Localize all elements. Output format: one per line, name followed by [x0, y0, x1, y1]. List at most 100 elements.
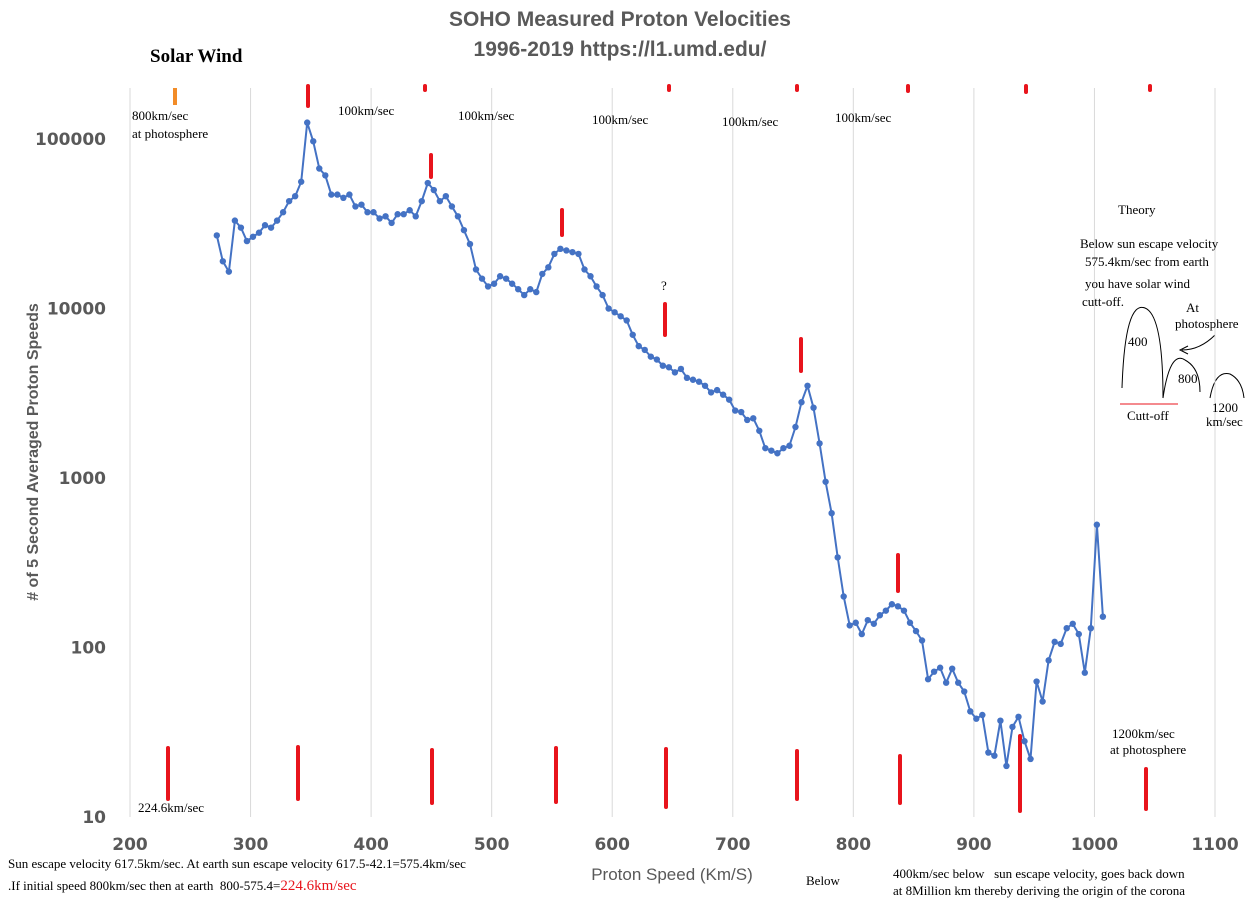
data-point [840, 593, 847, 600]
y-tick-label: 100000 [35, 130, 106, 150]
y-tick-label: 10 [82, 808, 106, 828]
data-point [810, 404, 817, 411]
data-point [611, 309, 618, 316]
data-point [376, 215, 383, 222]
arrow-head [1178, 345, 1189, 355]
data-point [430, 186, 437, 194]
data-point [707, 389, 715, 396]
annotation: 575.4km/sec from earth [1085, 254, 1209, 269]
arc [1162, 357, 1201, 399]
data-point [521, 291, 528, 299]
data-point [382, 213, 389, 220]
data-point [967, 708, 974, 715]
annotation: you have solar wind [1085, 276, 1191, 291]
arc [1209, 373, 1245, 399]
data-point [225, 268, 233, 275]
data-point [623, 317, 630, 324]
data-point [671, 369, 679, 376]
data-point [394, 211, 401, 218]
annotation: 400 [1128, 334, 1148, 349]
data-point [1063, 624, 1070, 632]
data-point [436, 197, 444, 205]
data-point [731, 407, 739, 414]
data-point [689, 376, 697, 383]
data-point [599, 291, 606, 299]
data-point [1021, 738, 1028, 745]
annotation: 100km/sec [592, 112, 649, 127]
annotation: 1200 [1212, 400, 1238, 415]
data-point [876, 612, 884, 619]
data-point [1087, 624, 1095, 632]
annotation: at photosphere [132, 126, 208, 141]
data-point [334, 191, 341, 198]
data-point [249, 233, 257, 240]
data-point [997, 717, 1004, 724]
data-point [719, 391, 727, 398]
annotation: ? [661, 278, 667, 293]
data-point [484, 283, 492, 290]
annotation: 100km/sec [338, 103, 395, 118]
annotation: 1200km/sec [1112, 726, 1175, 741]
data-point [677, 365, 685, 373]
data-point [273, 217, 281, 224]
data-point [563, 247, 570, 254]
data-point [551, 250, 558, 258]
data-point [370, 209, 377, 216]
arc [1121, 306, 1164, 399]
data-point [1009, 723, 1016, 731]
data-point [870, 620, 878, 627]
data-point [738, 408, 745, 416]
data-point [508, 280, 516, 287]
data-point [1075, 630, 1082, 638]
data-point [358, 201, 365, 208]
x-tick-label: 1100 [1191, 835, 1238, 855]
data-point [442, 192, 450, 200]
data-point [310, 138, 317, 145]
data-point [695, 378, 703, 385]
x-tick-label: 800 [836, 835, 872, 855]
corner-label: Solar Wind [150, 46, 243, 67]
annotation: Below [806, 873, 841, 888]
annotation: cutt-off. [1082, 294, 1124, 309]
annotation: 100km/sec [835, 110, 892, 125]
data-point [267, 224, 275, 231]
data-point [798, 399, 805, 406]
data-point [961, 688, 968, 695]
x-tick-label: 200 [112, 835, 148, 855]
annotation: At [1186, 300, 1199, 315]
data-point [1081, 669, 1089, 676]
data-point [1057, 640, 1064, 648]
annotation: at photosphere [1110, 742, 1186, 757]
data-point [973, 715, 980, 722]
data-point [1033, 678, 1040, 685]
data-point [279, 209, 287, 216]
data-point [478, 275, 486, 282]
annotation: .If initial speed 800km/sec then at eart… [8, 878, 357, 894]
annotation: Below sun escape velocity [1080, 236, 1219, 251]
data-point [792, 423, 799, 431]
data-point [304, 119, 311, 126]
markers [166, 84, 1152, 813]
data-point [852, 619, 859, 626]
data-point [291, 192, 299, 200]
data-point [581, 266, 588, 273]
data-point [346, 191, 353, 198]
data-point [1045, 657, 1052, 664]
data-point [255, 229, 263, 236]
data-point [864, 616, 871, 624]
annotation: photosphere [1175, 316, 1239, 331]
data-point [701, 382, 709, 389]
annotation: km/sec [1206, 414, 1243, 429]
data-point [219, 258, 227, 265]
data-point [930, 668, 938, 675]
annotation: Cutt-off [1127, 408, 1169, 423]
data-point [816, 440, 823, 447]
data-point [1051, 638, 1058, 646]
data-point [1015, 713, 1022, 721]
data-point [490, 280, 498, 287]
annotation: .If initial speed 800km/sec then at eart… [8, 878, 280, 893]
data-point [653, 356, 661, 363]
data-point [924, 676, 932, 683]
data-point [617, 313, 624, 320]
data-point [768, 447, 775, 454]
